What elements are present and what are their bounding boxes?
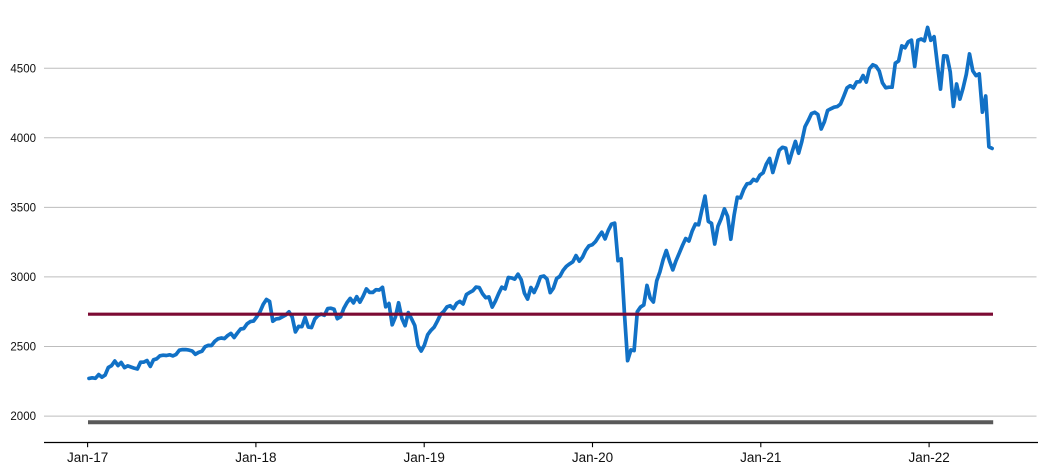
svg-text:Jan-19: Jan-19 (404, 450, 445, 465)
svg-text:Jan-22: Jan-22 (908, 450, 949, 465)
svg-text:4000: 4000 (10, 133, 36, 145)
svg-text:2000: 2000 (10, 411, 36, 423)
svg-text:Jan-18: Jan-18 (235, 450, 276, 465)
svg-text:Jan-17: Jan-17 (67, 450, 108, 465)
svg-text:3000: 3000 (10, 272, 36, 284)
svg-text:Jan-20: Jan-20 (572, 450, 613, 465)
svg-text:4500: 4500 (10, 63, 36, 75)
svg-text:2500: 2500 (10, 342, 36, 354)
svg-text:Jan-21: Jan-21 (740, 450, 781, 465)
svg-text:3500: 3500 (10, 203, 36, 215)
